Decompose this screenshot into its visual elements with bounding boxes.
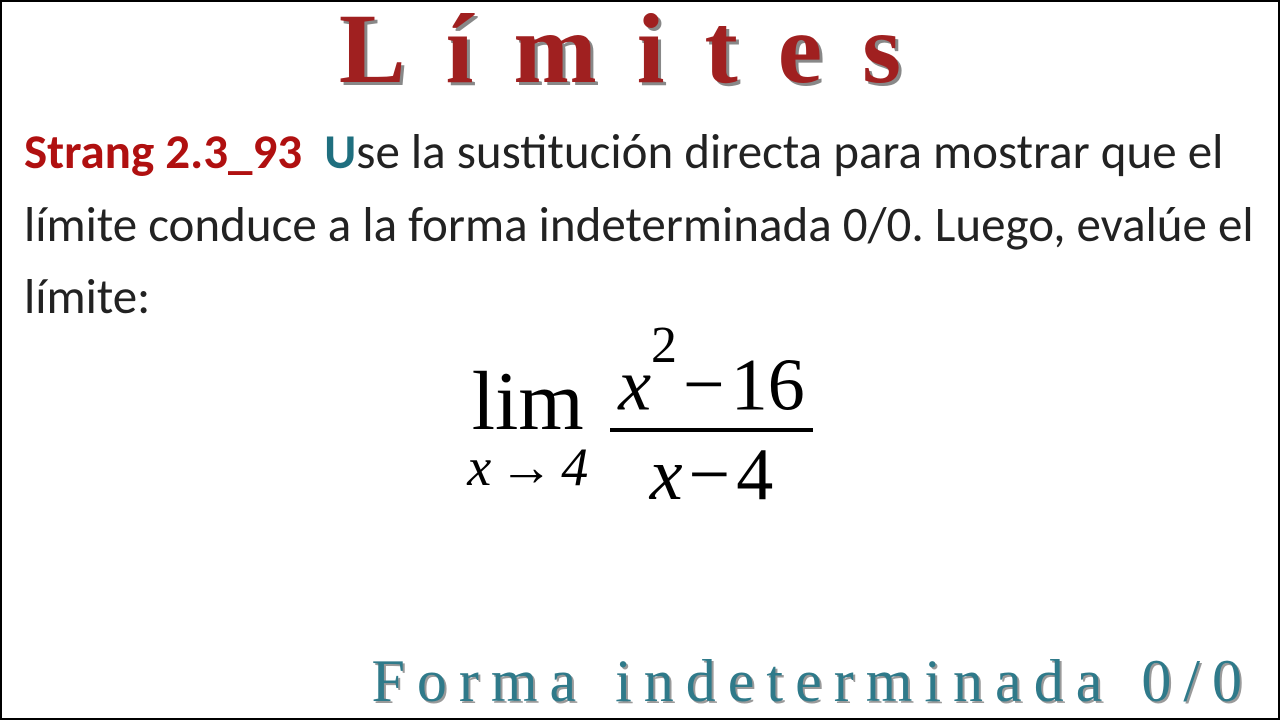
lim-to: 4 [561,437,588,497]
capital-u: U [324,122,356,182]
num-const: 16 [731,344,805,426]
lim-word: lim [472,360,584,444]
problem-reference: Strang 2.3_93 [24,122,302,182]
den-op: − [683,434,737,516]
num-var: x [618,344,651,426]
limit-operator: lim x→4 [467,360,588,494]
page-title: Límites [2,0,1278,104]
arrow-icon: → [491,437,561,497]
fraction: x2−16 x−4 [610,342,813,513]
footer-subtitle: Forma indeterminada 0/0 [371,647,1254,716]
problem-statement: Strang 2.3_93 Use la sustitución directa… [2,104,1278,334]
num-op: − [677,344,731,426]
fraction-bar [610,428,813,432]
lim-sub: x→4 [467,440,588,494]
den-var: x [650,434,683,516]
denominator: x−4 [642,438,782,512]
num-exp: 2 [651,317,677,374]
lim-var: x [467,437,491,497]
den-const: 4 [736,434,773,516]
numerator: x2−16 [610,342,813,423]
limit-formula: lim x→4 x2−16 x−4 [2,342,1278,513]
